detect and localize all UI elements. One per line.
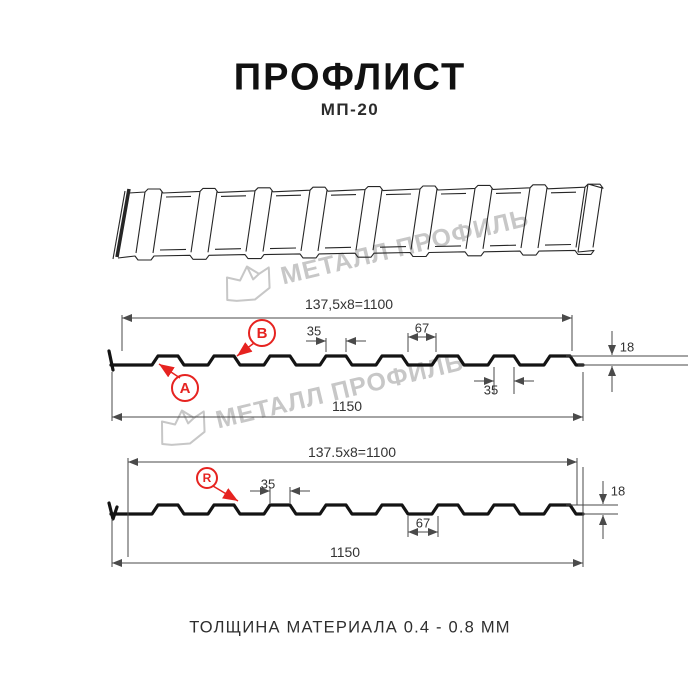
callout-label-b: B xyxy=(248,319,276,347)
dimensions-bottom-section xyxy=(111,458,618,567)
sheet-3d-view xyxy=(112,183,604,261)
dim-overall-1150-b: 1150 xyxy=(329,544,361,560)
dim-rib-top-35-b: 35 xyxy=(260,476,276,492)
callout-label-r: R xyxy=(196,467,218,489)
profile-cross-sections xyxy=(107,349,585,521)
dim-height-18: 18 xyxy=(619,339,635,355)
dim-overall-1150: 1150 xyxy=(331,398,363,414)
watermark-brand: МЕТАЛЛ ПРОФИЛЬ xyxy=(217,198,533,310)
dim-spacing-67-b: 67 xyxy=(415,515,431,531)
label-b-text: B xyxy=(256,324,268,342)
metall-profil-logo-icon xyxy=(225,265,271,302)
page-title: ПРОФЛИСТ xyxy=(233,56,467,99)
callout-label-a: A xyxy=(171,374,199,402)
dimensions-top-section xyxy=(111,314,688,421)
page-subtitle: МП-20 xyxy=(320,100,380,119)
dim-rib-bottom-35: 35 xyxy=(483,382,499,398)
dim-span-bottom: 137.5x8=1100 xyxy=(307,444,397,460)
dim-span-top: 137,5x8=1100 xyxy=(304,296,394,312)
material-thickness-note: ТОЛЩИНА МАТЕРИАЛА 0.4 - 0.8 ММ xyxy=(189,618,511,637)
dim-height-18-b: 18 xyxy=(610,483,626,499)
label-r-text: R xyxy=(202,471,212,485)
label-a-text: A xyxy=(179,379,191,397)
dim-rib-top-35: 35 xyxy=(306,323,322,339)
dim-spacing-67: 67 xyxy=(414,320,430,336)
